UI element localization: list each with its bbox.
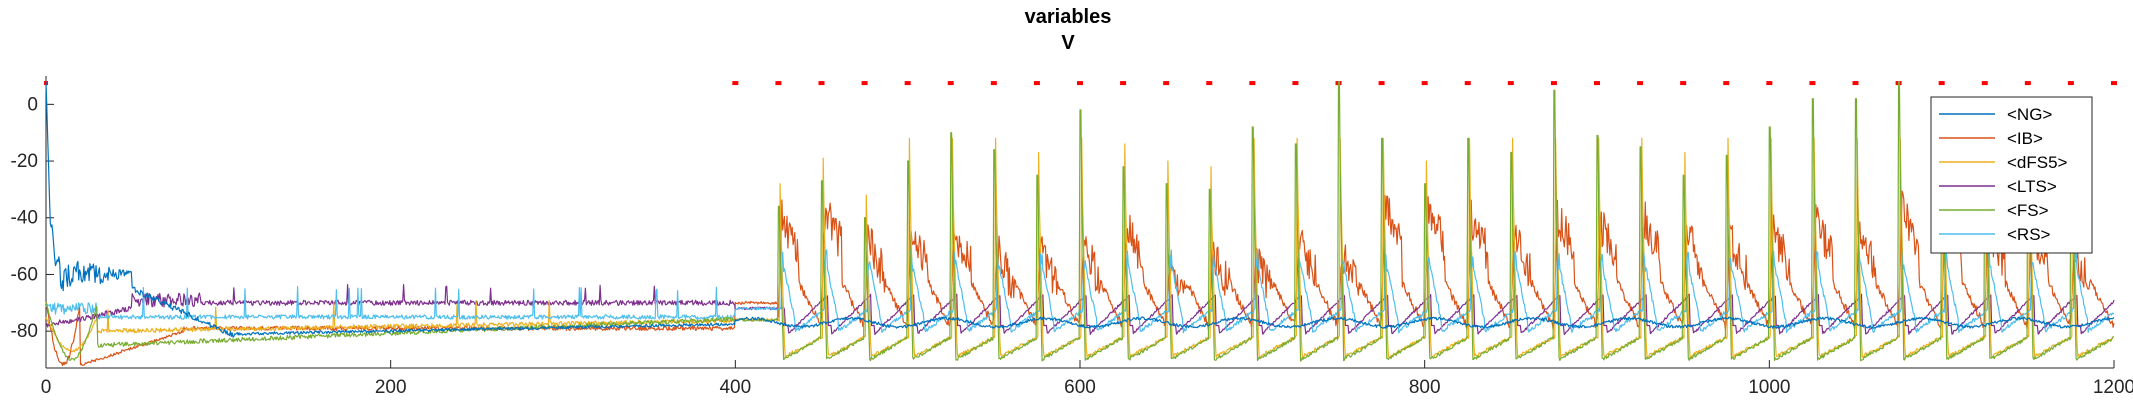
series-line-dfs5: [45, 137, 2115, 359]
x-tick-label: 0: [41, 377, 52, 398]
legend-label: <NG>: [2007, 105, 2052, 124]
y-tick-label: 0: [27, 94, 38, 115]
event-marker: [775, 81, 782, 86]
event-marker: [861, 81, 868, 86]
series-lines: [45, 81, 2115, 366]
event-marker: [1852, 81, 1859, 86]
series-line-fs: [45, 81, 2115, 362]
event-marker: [1163, 81, 1170, 86]
event-marker: [2067, 81, 2074, 86]
event-marker: [1766, 81, 1773, 86]
y-tick-label: -40: [11, 208, 38, 229]
series-line-ng: [45, 81, 2115, 338]
event-marker: [1292, 81, 1299, 86]
legend-box: [1930, 96, 2093, 254]
event-marker: [732, 81, 739, 86]
event-marker: [1464, 81, 1471, 86]
event-marker: [1680, 81, 1687, 86]
event-marker: [990, 81, 997, 86]
event-marker: [904, 81, 911, 86]
legend: <NG> <IB> <dFS5> <LTS> <FS> <RS>: [1930, 96, 2093, 254]
event-marker: [1249, 81, 1256, 86]
event-marker: [1594, 81, 1600, 86]
x-tick-label: 400: [719, 377, 751, 398]
y-tick-label: -20: [11, 151, 38, 172]
event-markers: [44, 81, 2117, 86]
x-tick-label: 200: [375, 377, 407, 398]
chart-title: variables: [1025, 6, 1112, 28]
event-marker: [1637, 81, 1644, 86]
event-marker: [1550, 81, 1557, 86]
series-line-ib: [45, 190, 2115, 366]
x-tick-label: 1000: [1748, 377, 1790, 398]
event-marker: [1378, 81, 1385, 86]
legend-label: <RS>: [2007, 225, 2051, 244]
legend-label: <FS>: [2007, 201, 2049, 220]
event-marker: [1507, 81, 1514, 86]
y-tick-label: -80: [11, 321, 38, 342]
event-marker: [1938, 81, 1945, 86]
series-line-rs: [45, 248, 2115, 334]
x-tick-label: 800: [1409, 377, 1441, 398]
legend-label: <IB>: [2007, 129, 2043, 148]
event-marker: [1033, 81, 1040, 86]
event-marker: [1120, 81, 1127, 86]
event-marker: [1077, 81, 1083, 86]
chart-subtitle: V: [1061, 32, 1075, 54]
event-marker: [1206, 81, 1213, 86]
event-marker: [1809, 81, 1816, 86]
event-marker: [818, 81, 825, 86]
event-marker: [2024, 81, 2031, 86]
event-marker: [1723, 81, 1730, 86]
x-tick-label: 1200: [2093, 377, 2133, 398]
x-tick-label: 600: [1064, 377, 1096, 398]
event-marker: [1421, 81, 1428, 86]
tick-labels: 0 200 400 600 800 1000 1200 0 -20 -40 -60 -80: [11, 94, 2133, 398]
event-marker: [1981, 81, 1988, 86]
event-marker: [947, 81, 954, 86]
legend-label: <dFS5>: [2007, 153, 2068, 172]
series-line-lts: [45, 284, 2115, 336]
legend-label: <LTS>: [2007, 177, 2057, 196]
event-marker: [2111, 81, 2117, 86]
y-tick-label: -60: [11, 264, 38, 285]
